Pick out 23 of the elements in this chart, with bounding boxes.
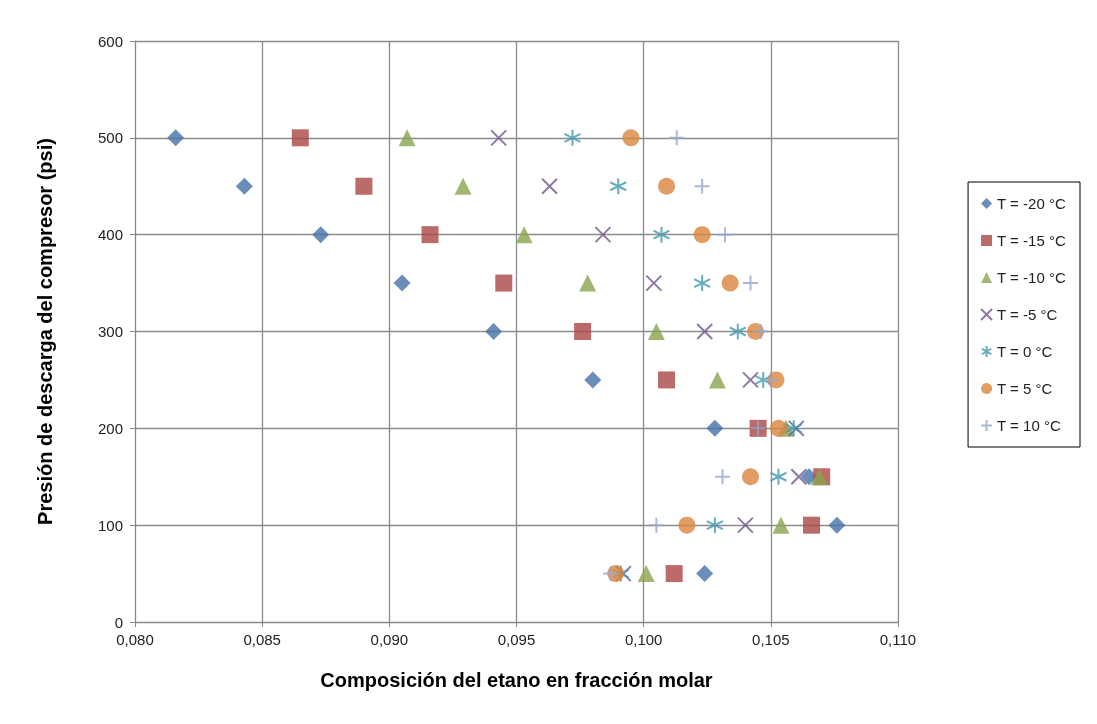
y-tick-label: 0 [114, 613, 123, 631]
x-tick-label: 0,090 [370, 631, 409, 648]
y-tick-label: 100 [97, 516, 123, 534]
y-axis-title: Presión de descarga del compresor (psi) [34, 138, 56, 525]
x-tick-label: 0,100 [624, 631, 663, 648]
legend-label: T = 0 °C [997, 343, 1053, 360]
x-tick-label: 0,080 [116, 631, 154, 648]
legend-label: T = -5 °C [997, 306, 1058, 323]
x-axis-title: Composición del etano en fracción molar [320, 669, 713, 691]
x-tick-label: 0,105 [752, 631, 790, 648]
x-tick-label: 0,095 [497, 631, 536, 648]
y-tick-label: 300 [97, 323, 123, 340]
x-tick-label: 0,110 [879, 631, 917, 648]
y-tick-label: 400 [97, 226, 123, 244]
y-tick-label: 500 [97, 129, 123, 147]
legend-label: T = -15 °C [997, 232, 1066, 249]
legend-label: T = 5 °C [997, 380, 1053, 397]
y-tick-label: 200 [97, 419, 123, 437]
legend-label: T = -20 °C [997, 195, 1066, 212]
x-tick-label: 0,085 [243, 631, 281, 648]
y-tick-label: 600 [97, 32, 123, 50]
legend-label: T = -10 °C [997, 269, 1066, 286]
legend-label: T = 10 °C [997, 417, 1061, 434]
